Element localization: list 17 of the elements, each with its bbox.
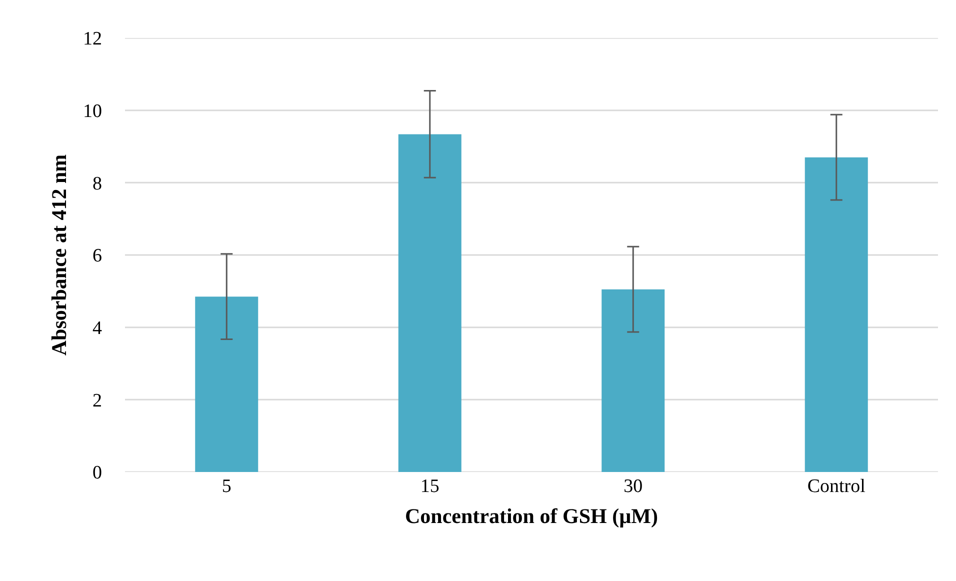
y-tick-label: 6 (92, 246, 102, 267)
bar (195, 296, 258, 472)
y-tick-label: 12 (83, 28, 102, 50)
bar (398, 134, 462, 472)
y-tick-label: 10 (83, 100, 102, 122)
x-tick-label: 15 (420, 476, 440, 497)
bar (804, 157, 868, 472)
y-tick-label: 8 (92, 173, 102, 194)
y-tick-label: 4 (92, 318, 102, 339)
x-tick-label: 5 (222, 476, 232, 497)
y-tick-label: 0 (92, 462, 102, 484)
x-tick-label: Control (807, 476, 866, 497)
x-tick-label: 30 (624, 476, 643, 497)
y-axis-title: Absorbance at 412 nm (47, 154, 72, 356)
y-tick-label: 2 (92, 390, 102, 412)
x-axis-title: Concentration of GSH (µM) (405, 504, 658, 528)
bar (602, 289, 665, 472)
